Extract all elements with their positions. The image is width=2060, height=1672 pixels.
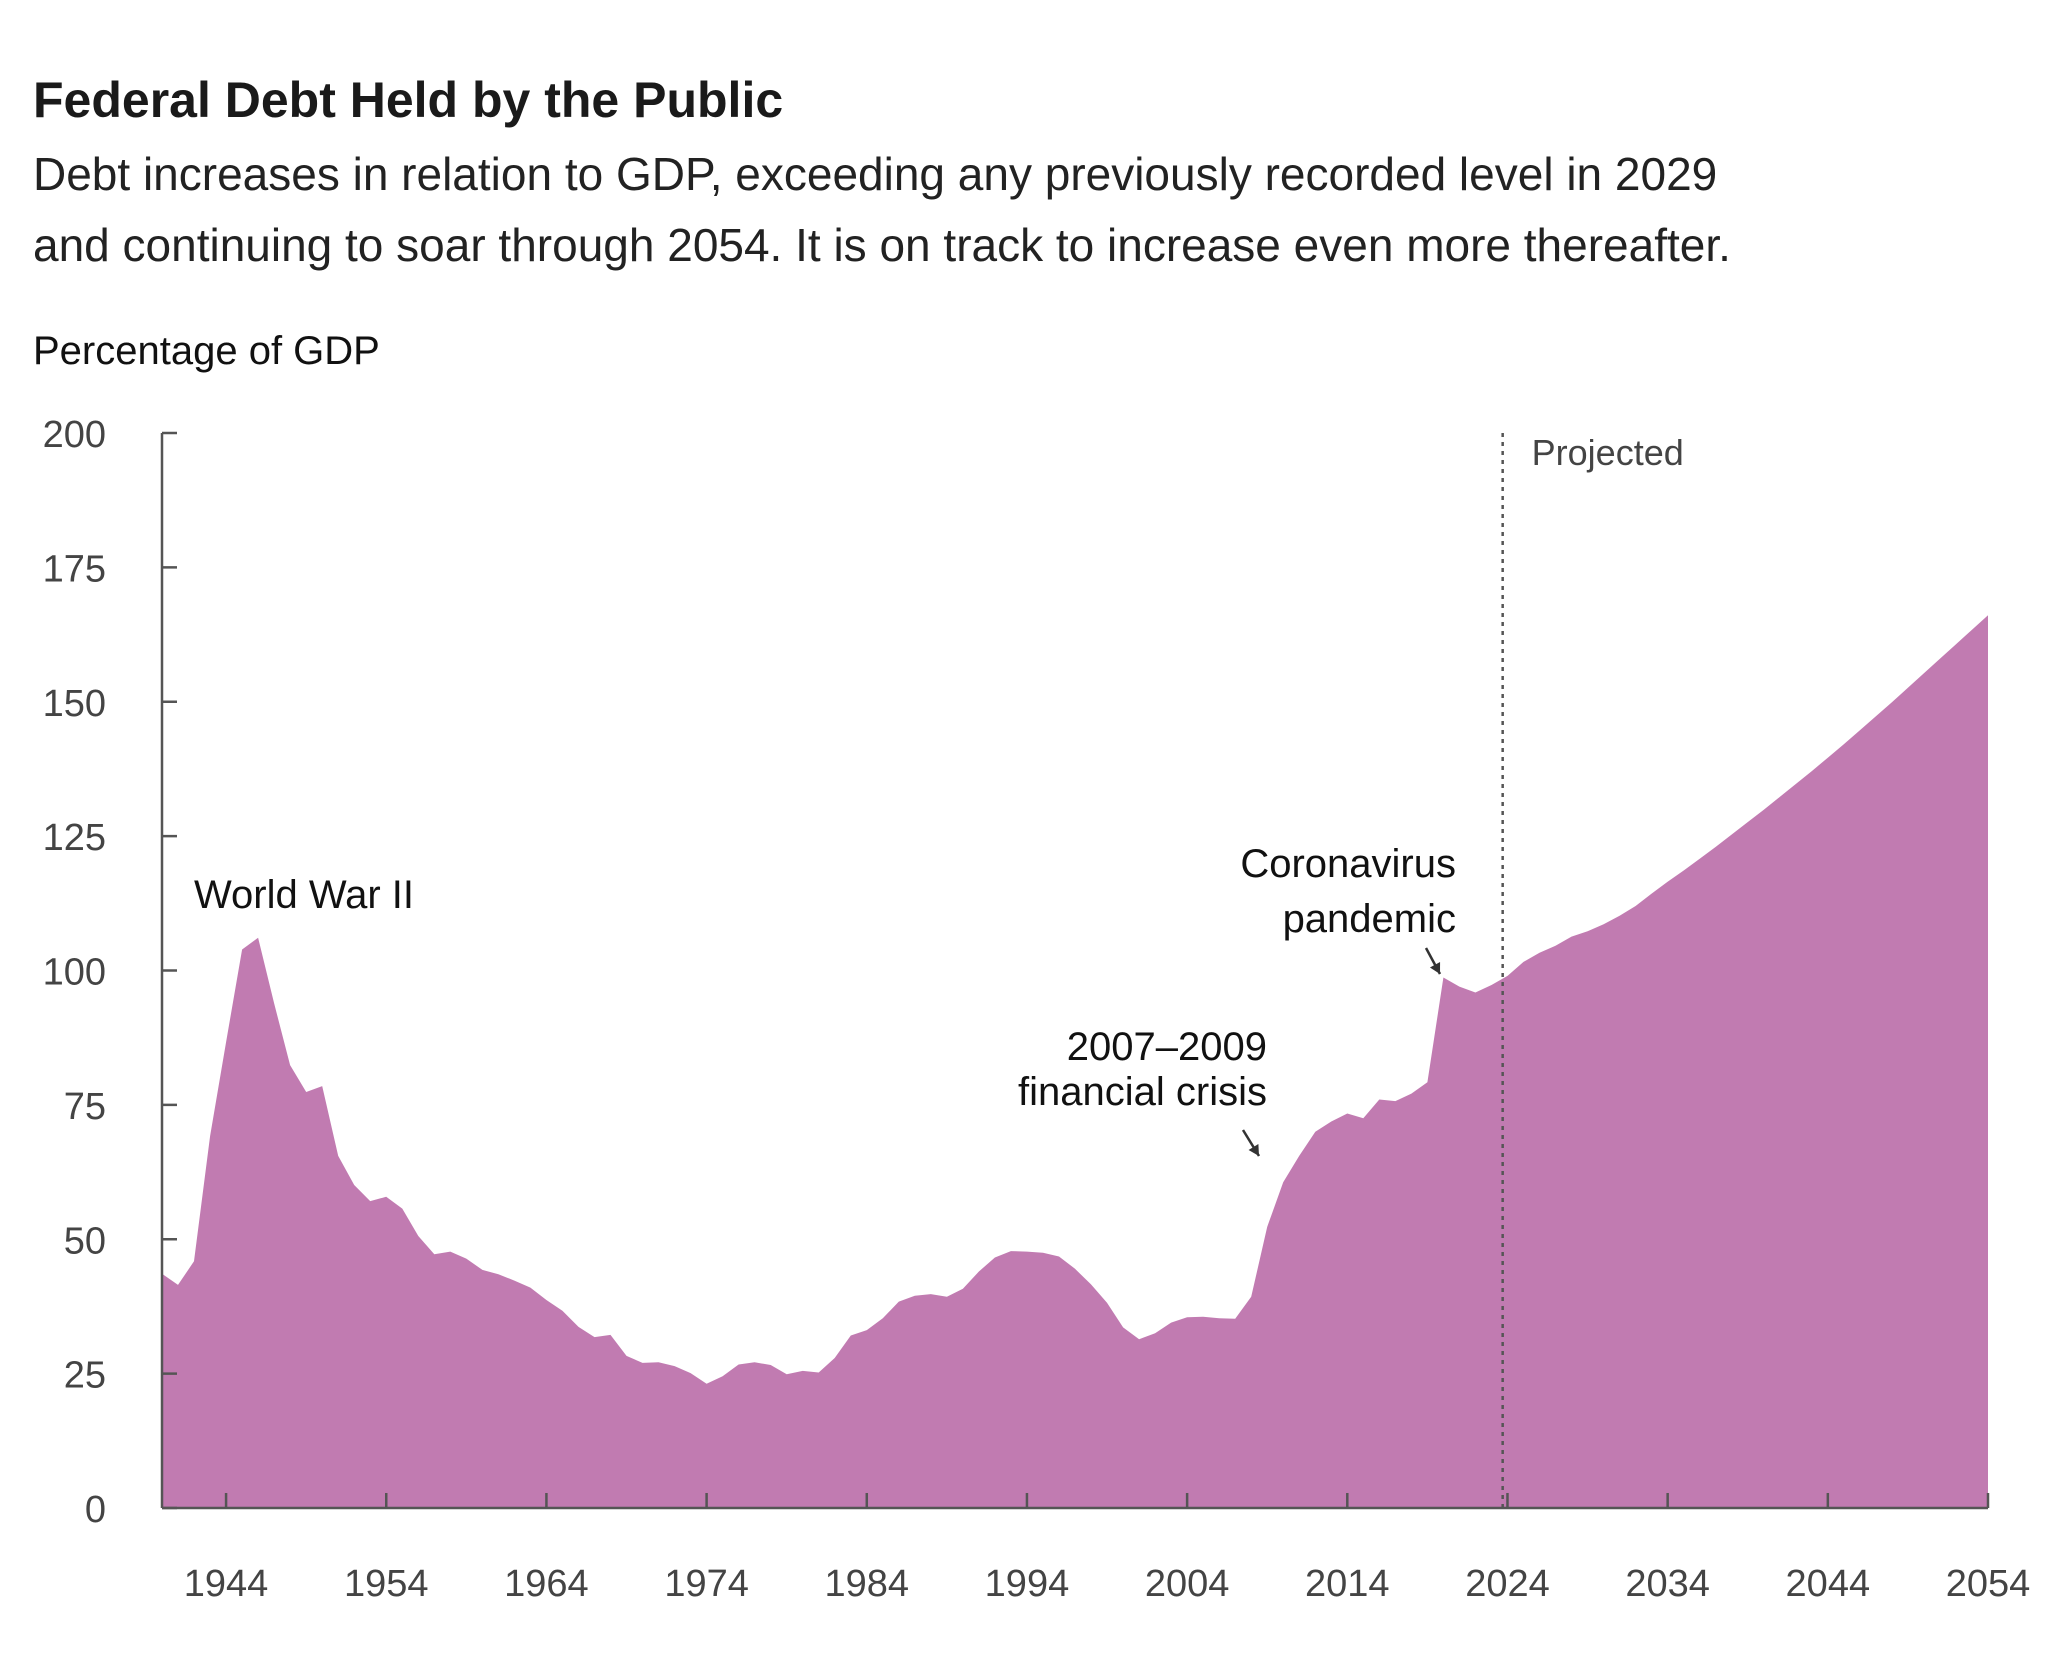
y-tick-label: 175 bbox=[43, 548, 106, 590]
chart-subtitle-line-1: Debt increases in relation to GDP, excee… bbox=[33, 148, 1717, 200]
coronavirus-arrow-icon-head bbox=[1429, 962, 1441, 974]
chart-subtitle-line-2: and continuing to soar through 2054. It … bbox=[33, 219, 1731, 271]
y-axis-label: Percentage of GDP bbox=[33, 329, 380, 373]
x-tick-label: 2004 bbox=[1145, 1563, 1230, 1605]
x-tick-label: 1974 bbox=[664, 1563, 749, 1605]
annotation-financial-crisis-line-1: 2007–2009 bbox=[1067, 1025, 1267, 1069]
annotation-coronavirus-line-2: pandemic bbox=[1283, 897, 1456, 941]
y-tick-label: 50 bbox=[64, 1220, 106, 1262]
annotation-world-war-ii: World War II bbox=[194, 873, 414, 917]
x-tick-label: 2034 bbox=[1625, 1563, 1710, 1605]
x-tick-label: 2014 bbox=[1305, 1563, 1390, 1605]
y-tick-label: 200 bbox=[43, 414, 106, 456]
x-tick-label: 1944 bbox=[184, 1563, 269, 1605]
annotation-coronavirus-line-1: Coronavirus bbox=[1240, 842, 1456, 886]
y-tick-label: 0 bbox=[85, 1489, 106, 1531]
financial-crisis-arrow-icon-head bbox=[1248, 1144, 1259, 1156]
x-tick-label: 2054 bbox=[1946, 1563, 2031, 1605]
x-tick-label: 1954 bbox=[344, 1563, 429, 1605]
y-tick-label: 150 bbox=[43, 683, 106, 725]
annotation-financial-crisis-line-2: financial crisis bbox=[1018, 1070, 1267, 1114]
y-tick-label: 25 bbox=[64, 1355, 106, 1397]
x-tick-label: 1964 bbox=[504, 1563, 589, 1605]
x-tick-label: 1994 bbox=[985, 1563, 1070, 1605]
projected-label: Projected bbox=[1532, 432, 1684, 473]
y-tick-label: 125 bbox=[43, 817, 106, 859]
plot-area: 0 25 50 75 100 125 150 175 200 1944 1954 1964 1974 19… bbox=[43, 414, 2031, 1605]
x-tick-label: 1984 bbox=[824, 1563, 909, 1605]
debt-area bbox=[162, 615, 1988, 1508]
chart-title: Federal Debt Held by the Public bbox=[33, 72, 783, 128]
y-tick-label: 75 bbox=[64, 1086, 106, 1128]
x-tick-label: 2044 bbox=[1786, 1563, 1871, 1605]
x-tick-label: 2024 bbox=[1465, 1563, 1550, 1605]
y-tick-label: 100 bbox=[43, 952, 106, 994]
